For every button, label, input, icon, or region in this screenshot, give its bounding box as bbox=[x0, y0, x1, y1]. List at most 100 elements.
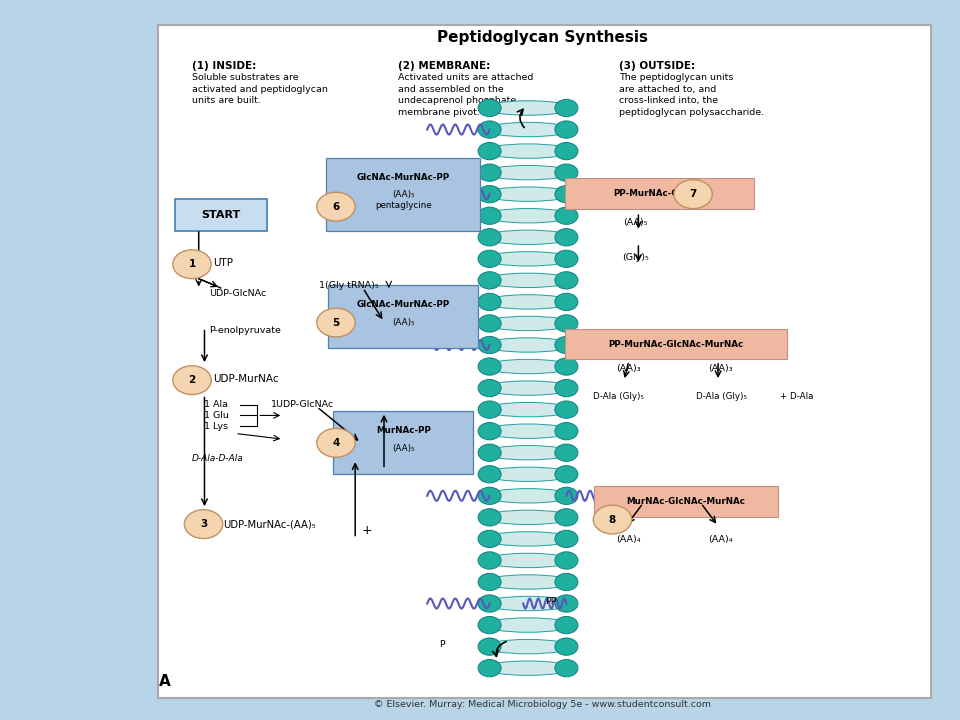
Text: (AA)₃: (AA)₃ bbox=[616, 364, 641, 373]
Text: 6: 6 bbox=[332, 202, 340, 212]
Ellipse shape bbox=[485, 187, 571, 202]
Text: 2: 2 bbox=[188, 375, 196, 385]
Ellipse shape bbox=[485, 338, 571, 352]
Text: P: P bbox=[439, 640, 444, 649]
Circle shape bbox=[478, 164, 501, 181]
Circle shape bbox=[478, 401, 501, 418]
Ellipse shape bbox=[485, 531, 571, 546]
Circle shape bbox=[555, 638, 578, 655]
Circle shape bbox=[478, 638, 501, 655]
Circle shape bbox=[478, 250, 501, 267]
Text: UDP-MurNAc-(AA)₅: UDP-MurNAc-(AA)₅ bbox=[223, 519, 316, 529]
Circle shape bbox=[478, 99, 501, 117]
Text: The peptidoglycan units
are attached to, and
cross-linked into, the
peptidoglyca: The peptidoglycan units are attached to,… bbox=[619, 73, 764, 117]
Circle shape bbox=[555, 573, 578, 590]
Text: (AA)₅: (AA)₅ bbox=[392, 318, 415, 327]
Text: (3) OUTSIDE:: (3) OUTSIDE: bbox=[619, 61, 695, 71]
Circle shape bbox=[593, 505, 632, 534]
Text: (2) MEMBRANE:: (2) MEMBRANE: bbox=[398, 61, 491, 71]
Circle shape bbox=[173, 250, 211, 279]
Circle shape bbox=[478, 293, 501, 310]
Circle shape bbox=[555, 466, 578, 483]
Circle shape bbox=[555, 336, 578, 354]
Circle shape bbox=[478, 358, 501, 375]
Circle shape bbox=[478, 487, 501, 505]
Circle shape bbox=[555, 423, 578, 440]
Circle shape bbox=[478, 616, 501, 634]
Ellipse shape bbox=[485, 639, 571, 654]
Circle shape bbox=[555, 660, 578, 677]
Ellipse shape bbox=[485, 446, 571, 460]
Circle shape bbox=[478, 336, 501, 354]
Ellipse shape bbox=[485, 359, 571, 374]
Text: 8: 8 bbox=[609, 515, 616, 525]
Circle shape bbox=[555, 271, 578, 289]
Circle shape bbox=[478, 466, 501, 483]
Ellipse shape bbox=[485, 381, 571, 395]
Ellipse shape bbox=[485, 209, 571, 223]
Circle shape bbox=[478, 444, 501, 462]
Circle shape bbox=[317, 192, 355, 221]
Text: UTP: UTP bbox=[213, 258, 233, 268]
Circle shape bbox=[555, 509, 578, 526]
Circle shape bbox=[555, 315, 578, 332]
Circle shape bbox=[555, 552, 578, 569]
Ellipse shape bbox=[485, 316, 571, 330]
Circle shape bbox=[478, 573, 501, 590]
Circle shape bbox=[555, 379, 578, 397]
Circle shape bbox=[478, 207, 501, 225]
Text: 7: 7 bbox=[689, 189, 697, 199]
Circle shape bbox=[555, 164, 578, 181]
Text: (AA)₄: (AA)₄ bbox=[708, 534, 732, 544]
Circle shape bbox=[555, 444, 578, 462]
Circle shape bbox=[555, 487, 578, 505]
Text: (AA)₅
pentaglycine: (AA)₅ pentaglycine bbox=[375, 191, 431, 210]
Circle shape bbox=[478, 552, 501, 569]
Ellipse shape bbox=[485, 596, 571, 611]
Circle shape bbox=[555, 250, 578, 267]
Circle shape bbox=[478, 271, 501, 289]
Ellipse shape bbox=[485, 575, 571, 589]
Text: © Elsevier. Murray: Medical Microbiology 5e - www.studentconsult.com: © Elsevier. Murray: Medical Microbiology… bbox=[373, 700, 711, 708]
Text: (AA)₅: (AA)₅ bbox=[623, 218, 648, 228]
Text: D-Ala-D-Ala: D-Ala-D-Ala bbox=[192, 454, 244, 463]
Text: GlcNAc-MurNAc-PP: GlcNAc-MurNAc-PP bbox=[356, 174, 450, 182]
FancyBboxPatch shape bbox=[158, 25, 931, 698]
Circle shape bbox=[478, 121, 501, 138]
Circle shape bbox=[555, 401, 578, 418]
FancyBboxPatch shape bbox=[328, 285, 478, 348]
Text: PP-MurNAc-GlcNAc: PP-MurNAc-GlcNAc bbox=[612, 189, 707, 198]
Text: P-enolpyruvate: P-enolpyruvate bbox=[209, 326, 281, 335]
Text: PP: PP bbox=[545, 597, 557, 606]
Circle shape bbox=[555, 99, 578, 117]
Circle shape bbox=[478, 315, 501, 332]
Text: 1 Glu: 1 Glu bbox=[204, 411, 229, 420]
Circle shape bbox=[478, 229, 501, 246]
Circle shape bbox=[674, 180, 712, 209]
Text: (AA)₃: (AA)₃ bbox=[708, 364, 732, 373]
Circle shape bbox=[478, 509, 501, 526]
Text: 3: 3 bbox=[200, 519, 207, 529]
Ellipse shape bbox=[485, 661, 571, 675]
Circle shape bbox=[555, 595, 578, 612]
Circle shape bbox=[478, 660, 501, 677]
Circle shape bbox=[555, 293, 578, 310]
Ellipse shape bbox=[485, 402, 571, 417]
Text: 1: 1 bbox=[188, 259, 196, 269]
Text: MurNAc-PP: MurNAc-PP bbox=[375, 426, 431, 435]
Text: (1) INSIDE:: (1) INSIDE: bbox=[192, 61, 256, 71]
Ellipse shape bbox=[485, 489, 571, 503]
Text: 1(Gly tRNA)₅: 1(Gly tRNA)₅ bbox=[319, 282, 378, 290]
Circle shape bbox=[555, 530, 578, 547]
Circle shape bbox=[317, 308, 355, 337]
Text: 1 Lys: 1 Lys bbox=[204, 422, 228, 431]
Text: PP-MurNAc-GlcNAc-MurNAc: PP-MurNAc-GlcNAc-MurNAc bbox=[609, 340, 744, 348]
Ellipse shape bbox=[485, 618, 571, 632]
Ellipse shape bbox=[485, 251, 571, 266]
Text: (AA)₄: (AA)₄ bbox=[616, 534, 641, 544]
Circle shape bbox=[555, 229, 578, 246]
Text: (Gly)₅: (Gly)₅ bbox=[622, 253, 649, 262]
Ellipse shape bbox=[485, 230, 571, 245]
Circle shape bbox=[478, 186, 501, 203]
Text: Activated units are attached
and assembled on the
undecaprenol phosphate
membran: Activated units are attached and assembl… bbox=[398, 73, 534, 117]
